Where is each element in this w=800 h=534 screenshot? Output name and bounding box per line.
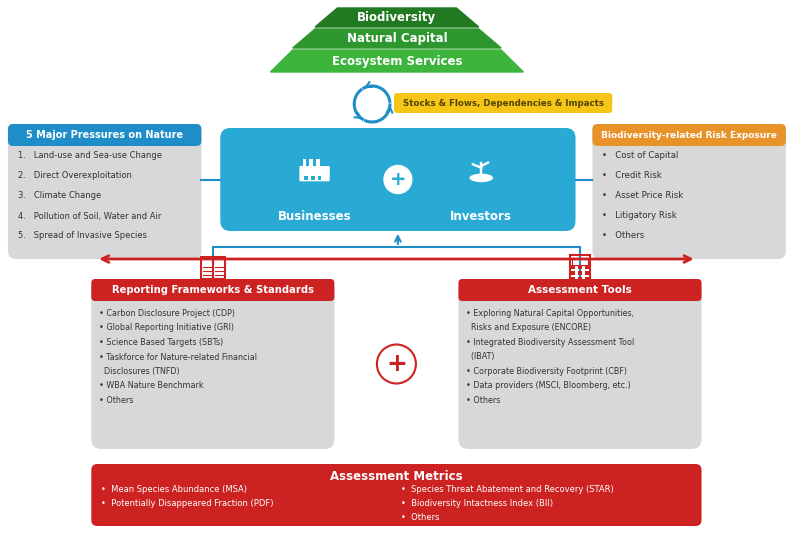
Bar [578, 277, 582, 281]
Text: 1.   Land-use and Sea-use Change: 1. Land-use and Sea-use Change [18, 152, 162, 161]
FancyBboxPatch shape [458, 279, 702, 449]
Text: Stocks & Flows, Dependencies & Impacts: Stocks & Flows, Dependencies & Impacts [402, 98, 603, 107]
Text: 4.   Pollution of Soil, Water and Air: 4. Pollution of Soil, Water and Air [18, 211, 162, 221]
Text: Disclosures (TNFD): Disclosures (TNFD) [99, 367, 180, 376]
Text: •  Species Threat Abatement and Recovery (STAR): • Species Threat Abatement and Recovery … [402, 485, 614, 494]
Text: • Science Based Targets (SBTs): • Science Based Targets (SBTs) [99, 338, 223, 347]
Text: 5.   Spread of Invasive Species: 5. Spread of Invasive Species [18, 232, 147, 240]
Text: • Exploring Natural Capital Opportunities,: • Exploring Natural Capital Opportunitie… [466, 309, 634, 318]
Text: •   Asset Price Risk: • Asset Price Risk [602, 192, 683, 200]
Bar [578, 271, 582, 275]
FancyBboxPatch shape [394, 93, 612, 113]
Text: Risks and Exposure (ENCORE): Risks and Exposure (ENCORE) [466, 324, 591, 333]
Circle shape [384, 166, 412, 193]
Text: Assessment Metrics: Assessment Metrics [330, 469, 462, 483]
Text: •   Credit Risk: • Credit Risk [602, 171, 662, 180]
Bar [585, 277, 589, 281]
Bar [585, 265, 589, 269]
Bar [571, 265, 575, 269]
FancyBboxPatch shape [592, 124, 786, 259]
Text: • Others: • Others [99, 396, 134, 405]
Text: • Integrated Biodiversity Assessment Tool: • Integrated Biodiversity Assessment Too… [466, 338, 634, 347]
Text: •  Potentially Disappeared Fraction (PDF): • Potentially Disappeared Fraction (PDF) [102, 499, 274, 508]
Text: +: + [390, 170, 406, 189]
Text: Reporting Frameworks & Standards: Reporting Frameworks & Standards [112, 285, 314, 295]
Bar [578, 265, 582, 269]
Polygon shape [270, 50, 523, 72]
Text: • Data providers (MSCI, Bloomberg, etc.): • Data providers (MSCI, Bloomberg, etc.) [466, 381, 631, 390]
Text: •  Others: • Others [402, 514, 440, 522]
Text: •   Litigatory Risk: • Litigatory Risk [602, 211, 677, 221]
Text: • Others: • Others [466, 396, 501, 405]
Bar [310, 159, 313, 166]
FancyBboxPatch shape [592, 124, 786, 146]
Text: • Taskforce for Nature-related Financial: • Taskforce for Nature-related Financial [99, 352, 258, 362]
Text: • WBA Nature Benchmark: • WBA Nature Benchmark [99, 381, 204, 390]
Polygon shape [293, 29, 501, 48]
Bar [571, 271, 575, 275]
FancyBboxPatch shape [91, 279, 334, 449]
Bar [572, 258, 588, 265]
Text: • Carbon Disclosure Project (CDP): • Carbon Disclosure Project (CDP) [99, 309, 235, 318]
FancyBboxPatch shape [8, 124, 202, 146]
Bar [201, 257, 225, 279]
Text: Biodiversity-related Risk Exposure: Biodiversity-related Risk Exposure [602, 130, 777, 139]
Text: +: + [386, 352, 407, 376]
Bar [570, 255, 590, 281]
FancyBboxPatch shape [91, 464, 702, 526]
Ellipse shape [470, 174, 493, 182]
Text: •  Mean Species Abundance (MSA): • Mean Species Abundance (MSA) [102, 485, 247, 494]
Text: (IBAT): (IBAT) [466, 352, 495, 362]
Text: Assessment Tools: Assessment Tools [528, 285, 632, 295]
Text: 3.   Climate Change: 3. Climate Change [18, 192, 101, 200]
Text: 2.   Direct Overexploitation: 2. Direct Overexploitation [18, 171, 132, 180]
Text: Ecosystem Services: Ecosystem Services [332, 54, 462, 67]
Bar [585, 271, 589, 275]
Text: •   Others: • Others [602, 232, 645, 240]
FancyBboxPatch shape [299, 166, 330, 182]
Bar [316, 159, 320, 166]
FancyBboxPatch shape [220, 128, 575, 231]
FancyBboxPatch shape [8, 124, 202, 259]
Text: •   Cost of Capital: • Cost of Capital [602, 152, 678, 161]
Text: • Corporate Biodiversity Footprint (CBF): • Corporate Biodiversity Footprint (CBF) [466, 367, 627, 376]
Bar [305, 176, 308, 179]
Text: 5 Major Pressures on Nature: 5 Major Pressures on Nature [26, 130, 183, 140]
Bar [571, 277, 575, 281]
Bar [302, 159, 306, 166]
Text: • Global Reporting Initiative (GRI): • Global Reporting Initiative (GRI) [99, 324, 234, 333]
Bar [318, 176, 322, 179]
Bar [311, 176, 314, 179]
FancyBboxPatch shape [91, 279, 334, 301]
Polygon shape [315, 8, 478, 27]
Text: Businesses: Businesses [278, 210, 351, 224]
Text: Natural Capital: Natural Capital [346, 32, 447, 45]
Text: Investors: Investors [450, 210, 512, 224]
Text: Biodiversity: Biodiversity [358, 11, 437, 24]
Text: •  Biodiversity Intactness Index (BII): • Biodiversity Intactness Index (BII) [402, 499, 554, 508]
FancyBboxPatch shape [458, 279, 702, 301]
